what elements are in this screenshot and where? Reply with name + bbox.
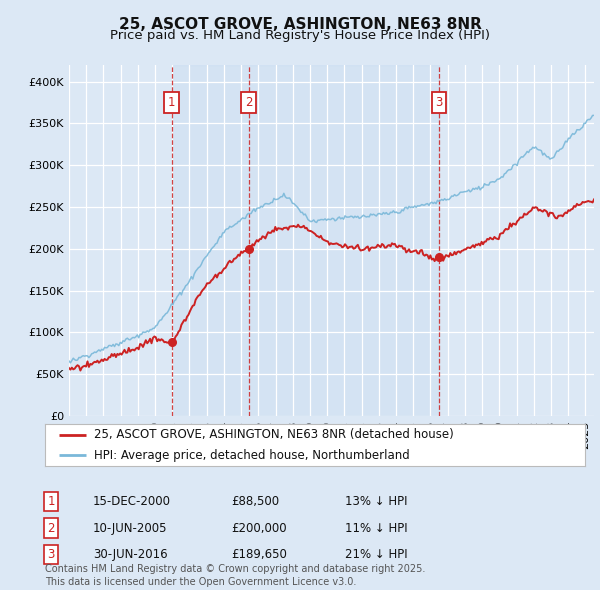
Text: 25, ASCOT GROVE, ASHINGTON, NE63 8NR: 25, ASCOT GROVE, ASHINGTON, NE63 8NR <box>119 17 481 31</box>
Text: 10-JUN-2005: 10-JUN-2005 <box>93 522 167 535</box>
Text: 13% ↓ HPI: 13% ↓ HPI <box>345 495 407 508</box>
Text: 3: 3 <box>47 548 55 561</box>
Text: 15-DEC-2000: 15-DEC-2000 <box>93 495 171 508</box>
Text: 3: 3 <box>436 96 443 109</box>
Text: Contains HM Land Registry data © Crown copyright and database right 2025.
This d: Contains HM Land Registry data © Crown c… <box>45 564 425 587</box>
Text: 11% ↓ HPI: 11% ↓ HPI <box>345 522 407 535</box>
Text: Price paid vs. HM Land Registry's House Price Index (HPI): Price paid vs. HM Land Registry's House … <box>110 30 490 42</box>
Text: 30-JUN-2016: 30-JUN-2016 <box>93 548 167 561</box>
Text: £189,650: £189,650 <box>231 548 287 561</box>
Text: 2: 2 <box>47 522 55 535</box>
Text: 25, ASCOT GROVE, ASHINGTON, NE63 8NR (detached house): 25, ASCOT GROVE, ASHINGTON, NE63 8NR (de… <box>94 428 454 441</box>
Bar <box>172 65 439 416</box>
Text: 2: 2 <box>245 96 253 109</box>
Text: 1: 1 <box>168 96 175 109</box>
Text: £88,500: £88,500 <box>231 495 279 508</box>
Text: HPI: Average price, detached house, Northumberland: HPI: Average price, detached house, Nort… <box>94 448 409 461</box>
Text: 21% ↓ HPI: 21% ↓ HPI <box>345 548 407 561</box>
Text: 1: 1 <box>47 495 55 508</box>
Text: £200,000: £200,000 <box>231 522 287 535</box>
